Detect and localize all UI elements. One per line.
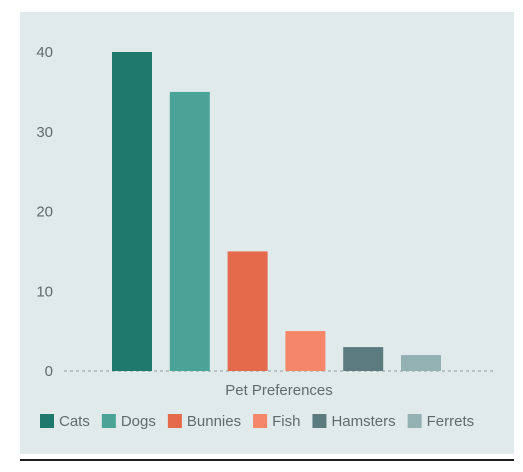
x-axis-label: Pet Preferences: [225, 382, 333, 399]
legend-label: Fish: [272, 413, 300, 430]
legend-label: Hamsters: [331, 413, 395, 430]
legend-item-cats[interactable]: Cats: [40, 413, 90, 430]
legend-item-ferrets[interactable]: Ferrets: [407, 413, 475, 430]
legend-swatch: [167, 414, 182, 428]
legend-label: Ferrets: [427, 413, 475, 430]
legend-label: Bunnies: [187, 413, 241, 430]
bar-cats[interactable]: [112, 52, 152, 371]
legend-item-dogs[interactable]: Dogs: [101, 413, 156, 430]
bar-dogs[interactable]: [169, 91, 210, 372]
y-tick-label: 40: [36, 44, 53, 61]
legend-item-bunnies[interactable]: Bunnies: [167, 413, 241, 430]
legend-label: Cats: [59, 413, 90, 430]
chart-card: [20, 12, 514, 454]
legend-swatch: [312, 414, 327, 428]
legend-swatch: [407, 414, 422, 428]
y-tick-label: 0: [45, 363, 53, 380]
bar-ferrets[interactable]: [401, 355, 441, 371]
legend: Cats Dogs Bunnies Fish Hamsters Ferrets: [40, 413, 474, 430]
y-axis: 0 10 20 30 40: [36, 44, 53, 380]
bar-fish[interactable]: [285, 331, 326, 371]
legend-item-hamsters[interactable]: Hamsters: [312, 413, 396, 430]
y-tick-label: 10: [36, 283, 53, 300]
bars-group: [112, 52, 441, 372]
legend-swatch: [101, 414, 116, 428]
y-tick-label: 20: [36, 204, 53, 221]
bar-bunnies[interactable]: [227, 251, 268, 371]
y-tick-label: 30: [36, 124, 53, 141]
legend-swatch: [253, 414, 268, 428]
legend-item-fish[interactable]: Fish: [253, 413, 300, 430]
legend-swatch: [40, 414, 54, 428]
bottom-divider: [20, 459, 514, 461]
legend-label: Dogs: [121, 413, 156, 430]
bar-hamsters[interactable]: [343, 347, 384, 371]
